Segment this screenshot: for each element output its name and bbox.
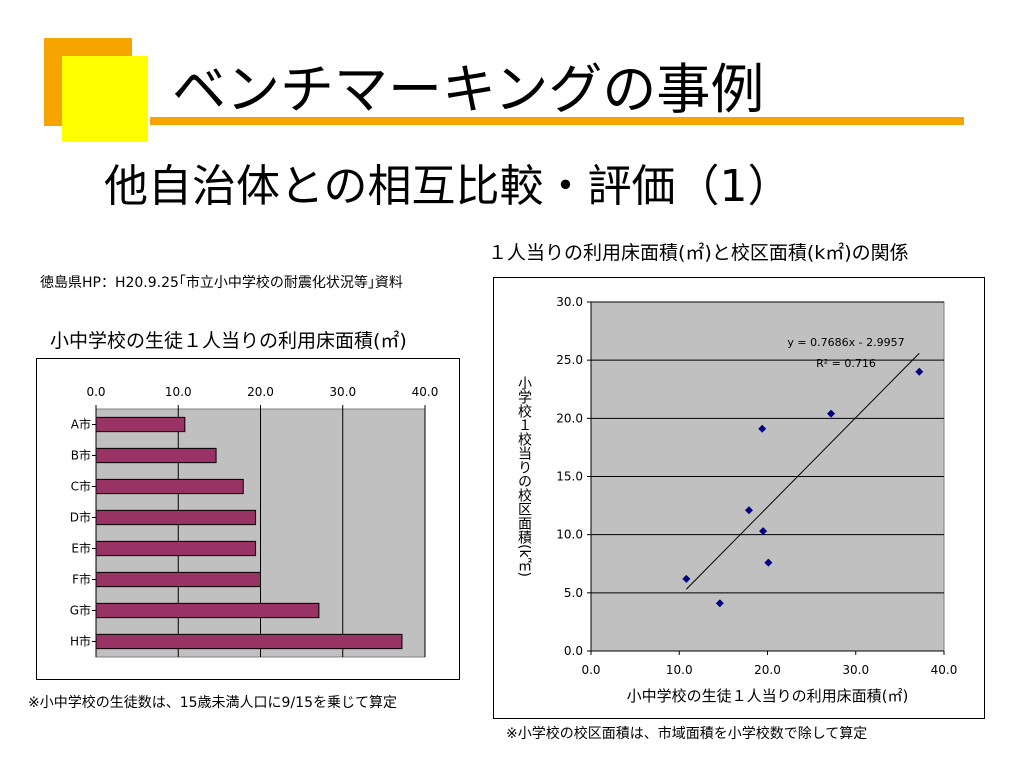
bar-x-tick-label: 20.0 <box>247 385 274 399</box>
scatter-chart-title: １人当りの利用床面積(㎡)と校区面積(k㎡)の関係 <box>488 242 909 264</box>
bar <box>95 509 257 526</box>
scatter-point <box>827 409 836 418</box>
bar-category-label: D市 <box>70 510 91 525</box>
scatter-y-tick-label: 10.0 <box>556 528 583 542</box>
bar <box>95 602 320 619</box>
scatter-point <box>764 558 773 567</box>
bar-category-label: B市 <box>71 448 91 463</box>
bar-category-label: F市 <box>72 572 91 587</box>
scatter-x-tick-label: 20.0 <box>754 663 781 677</box>
scatter-x-tick-label: 30.0 <box>842 663 869 677</box>
scatter-x-axis-title: 小中学校の生徒１人当りの利用床面積(㎡) <box>627 687 909 705</box>
scatter-y-tick-label: 20.0 <box>556 411 583 425</box>
trendline-equation: y = 0.7686x - 2.9957 <box>787 336 904 349</box>
slide-subtitle: 他自治体との相互比較・評価（1） <box>104 161 792 212</box>
slide-title: ベンチマーキングの事例 <box>172 58 765 121</box>
scatter-y-axis-title: 小学校１校当りの校区面積(k㎡) <box>516 376 532 577</box>
source-note: 徳島県HP：H20.9.25｢市立小中学校の耐震化状況等｣資料 <box>40 275 403 291</box>
bar-chart: 0.0 10.0 20.0 30.0 40.0 A市 B市 C市 D市 E市 F市 G市 H市 <box>36 358 460 680</box>
bar-category-label: H市 <box>70 634 91 649</box>
scatter-chart-canvas: 0.0 5.0 10.0 15.0 20.0 25.0 30.0 0.0 10.0 20.0 30.… <box>516 295 958 705</box>
scatter-chart-footnote: ※小学校の校区面積は、市域面積を小学校数で除して算定 <box>506 726 868 742</box>
bar-category-label: G市 <box>70 603 91 618</box>
scatter-point <box>682 574 691 583</box>
scatter-y-tick-label: 5.0 <box>564 586 583 600</box>
scatter-point <box>758 424 767 433</box>
bar-category-label: A市 <box>71 417 91 432</box>
trendline <box>685 352 920 590</box>
bar <box>95 447 217 464</box>
scatter-point <box>744 506 753 515</box>
bar-x-tick-label: 10.0 <box>165 385 192 399</box>
bar <box>95 540 257 557</box>
bar <box>95 571 261 588</box>
scatter-y-tick-label: 0.0 <box>564 644 583 658</box>
bar-chart-title: 小中学校の生徒１人当りの利用床面積(㎡) <box>50 330 407 352</box>
scatter-x-tick-label: 0.0 <box>581 663 600 677</box>
bar <box>95 633 403 650</box>
title-underline <box>150 117 964 125</box>
bar <box>95 478 244 495</box>
scatter-chart: 0.0 5.0 10.0 15.0 20.0 25.0 30.0 0.0 10.0 20.0 30.… <box>493 277 985 719</box>
bar-x-tick-label: 0.0 <box>86 385 105 399</box>
bar-category-label: E市 <box>71 541 91 556</box>
scatter-point <box>715 599 724 608</box>
scatter-x-tick-label: 10.0 <box>666 663 693 677</box>
scatter-y-tick-label: 30.0 <box>556 295 583 309</box>
bar <box>95 416 186 433</box>
title-decoration-yellow-square <box>62 56 148 142</box>
scatter-y-tick-label: 25.0 <box>556 353 583 367</box>
bar-category-label: C市 <box>71 479 91 494</box>
bar-x-tick-label: 40.0 <box>412 385 439 399</box>
scatter-point <box>759 527 768 536</box>
trendline-r-squared: R² = 0.716 <box>816 357 876 370</box>
bar-chart-canvas: 0.0 10.0 20.0 30.0 40.0 A市 B市 C市 D市 E市 F市 G市 H市 <box>70 385 439 658</box>
scatter-x-tick-label: 40.0 <box>931 663 958 677</box>
bar-x-tick-label: 30.0 <box>329 385 356 399</box>
scatter-point <box>915 367 924 376</box>
scatter-y-tick-label: 15.0 <box>556 470 583 484</box>
bar-chart-footnote: ※小中学校の生徒数は、15歳未満人口に9/15を乗じて算定 <box>28 695 397 711</box>
